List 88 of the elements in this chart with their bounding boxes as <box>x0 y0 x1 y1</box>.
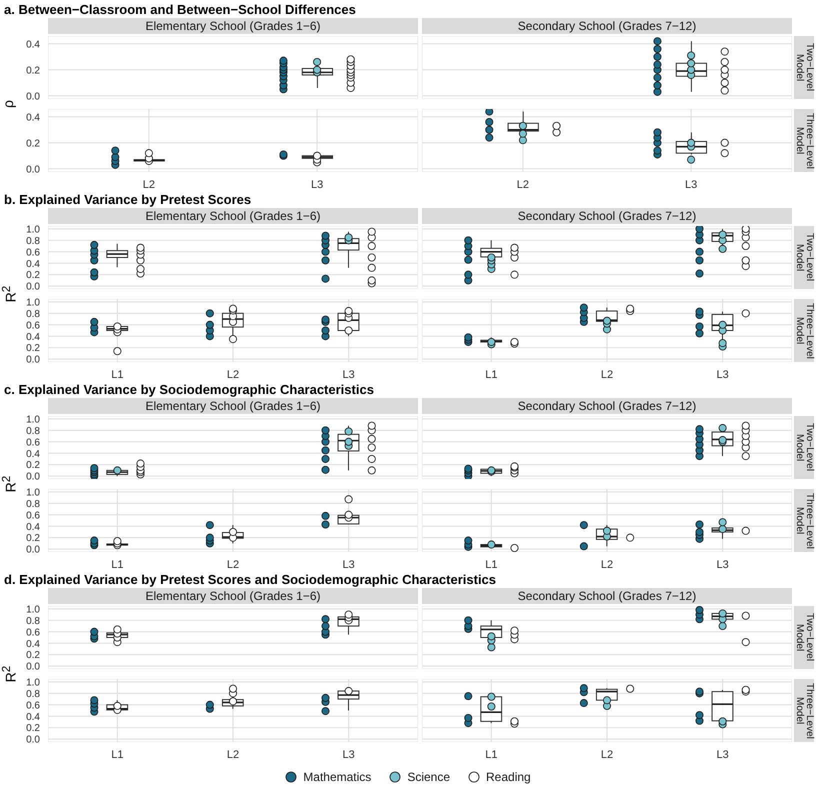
legend-label: Science <box>407 770 450 784</box>
x-tick-label: L2 <box>142 178 156 191</box>
y2-axis-title: Two−Level Model <box>794 226 815 289</box>
chart-title: a. Between−Classroom and Between−School Differences <box>4 2 356 17</box>
chart-subtitle: Elementary School (Grades 1−6) <box>48 588 418 604</box>
chart-title: b. Explained Variance by Pretest Scores <box>4 192 252 207</box>
y2-axis-title: Three−Level Model <box>794 109 815 172</box>
y-tick-label: 0.6 <box>26 247 40 258</box>
y2-axis-title: Three−Level Model <box>794 679 815 742</box>
y-tick-label: 0.4 <box>26 712 40 723</box>
chart-subtitle: Elementary School (Grades 1−6) <box>48 398 418 414</box>
y-tick-label: 0.0 <box>26 282 40 293</box>
y-tick-label: 0.4 <box>26 112 40 124</box>
y-tick-label: 0.8 <box>26 236 40 247</box>
y2-axis-title: Three−Level Model <box>794 299 815 362</box>
y-tick-label: 0.2 <box>26 270 40 282</box>
x-tick-label: L1 <box>111 748 124 761</box>
x-tick-label: L2 <box>226 368 240 381</box>
y-tick-label: 0.0 <box>26 472 40 483</box>
y2-axis-title: Two−Level Model <box>794 416 815 479</box>
x-tick-label: L2 <box>516 178 530 191</box>
y-tick-label: 0.8 <box>26 616 40 627</box>
y-tick-label: 0.0 <box>26 91 40 102</box>
chart-title: d. Explained Variance by Pretest Scores and Sociodemographic Characteristics <box>4 572 496 587</box>
chart-title: c. Explained Variance by Sociodemographic Characteristics <box>4 382 374 397</box>
y-tick-label: 0.4 <box>26 258 40 270</box>
y-tick-label: 0.2 <box>26 460 40 472</box>
y-tick-label: 0.8 <box>26 498 40 510</box>
y-tick-label: 0.2 <box>26 533 40 544</box>
chart-subtitle: Secondary School (Grades 7−12) <box>422 208 792 224</box>
x-tick-label: L2 <box>600 558 614 571</box>
y2-axis-title: Two−Level Model <box>794 36 815 99</box>
x-tick-label: L3 <box>342 558 355 571</box>
chart-subtitle: Secondary School (Grades 7−12) <box>422 588 792 604</box>
x-tick-label: L1 <box>485 368 498 381</box>
x-tick-label: L3 <box>716 368 729 381</box>
y-tick-label: 0.6 <box>26 627 40 638</box>
x-tick-label: L3 <box>342 368 355 381</box>
x-tick-label: L3 <box>716 748 729 761</box>
y-tick-label: 0.4 <box>26 39 40 50</box>
y-tick-label: 1.0 <box>26 604 40 616</box>
y-tick-label: 0.2 <box>26 138 40 150</box>
y-tick-label: 0.0 <box>26 734 40 746</box>
y-tick-label: 0.4 <box>26 448 40 460</box>
x-tick-label: L3 <box>310 178 324 191</box>
y-tick-label: 0.2 <box>26 65 40 76</box>
y-tick-label: 0.4 <box>26 522 40 533</box>
chart-subtitle: Elementary School (Grades 1−6) <box>48 18 418 34</box>
x-tick-label: L2 <box>600 368 614 381</box>
y-tick-label: 0.6 <box>26 437 40 448</box>
y-tick-label: 1.0 <box>26 297 40 308</box>
x-tick-label: L2 <box>600 748 614 761</box>
y-tick-label: 1.0 <box>26 487 40 498</box>
x-tick-label: L3 <box>684 178 698 191</box>
y-tick-label: 0.0 <box>26 544 40 556</box>
y-tick-label: 0.8 <box>26 426 40 437</box>
y-tick-label: 0.8 <box>26 688 40 700</box>
y-tick-label: 0.6 <box>26 700 40 712</box>
y-tick-label: 0.8 <box>26 308 40 320</box>
y-tick-label: 0.6 <box>26 320 40 332</box>
legend-label: Reading <box>486 770 531 784</box>
y-tick-label: 0.6 <box>26 510 40 522</box>
y-tick-label: 0.2 <box>26 343 40 354</box>
y-tick-label: 1.0 <box>26 677 40 688</box>
chart-subtitle: Secondary School (Grades 7−12) <box>422 18 792 34</box>
chart-subtitle: Elementary School (Grades 1−6) <box>48 208 418 224</box>
y-tick-label: 0.0 <box>26 164 40 176</box>
y2-axis-title: Two−Level Model <box>794 606 815 669</box>
x-tick-label: L1 <box>485 748 498 761</box>
x-tick-label: L2 <box>226 748 240 761</box>
legend-label: Mathematics <box>303 770 372 784</box>
y-tick-label: 0.2 <box>26 723 40 734</box>
y-tick-label: 1.0 <box>26 224 40 236</box>
chart-subtitle: Secondary School (Grades 7−12) <box>422 398 792 414</box>
x-tick-label: L1 <box>111 558 124 571</box>
y-tick-label: 0.4 <box>26 332 40 343</box>
y-tick-label: 0.0 <box>26 354 40 366</box>
x-tick-label: L1 <box>111 368 124 381</box>
y-tick-label: 0.0 <box>26 662 40 673</box>
y-tick-label: 0.2 <box>26 650 40 662</box>
y-tick-label: 1.0 <box>26 414 40 426</box>
x-tick-label: L3 <box>342 748 355 761</box>
y-axis-title: ρ <box>0 100 16 108</box>
x-tick-label: L1 <box>485 558 498 571</box>
x-tick-label: L2 <box>226 558 240 571</box>
y-tick-label: 0.4 <box>26 638 40 650</box>
y2-axis-title: Three−Level Model <box>794 489 815 552</box>
x-tick-label: L3 <box>716 558 729 571</box>
